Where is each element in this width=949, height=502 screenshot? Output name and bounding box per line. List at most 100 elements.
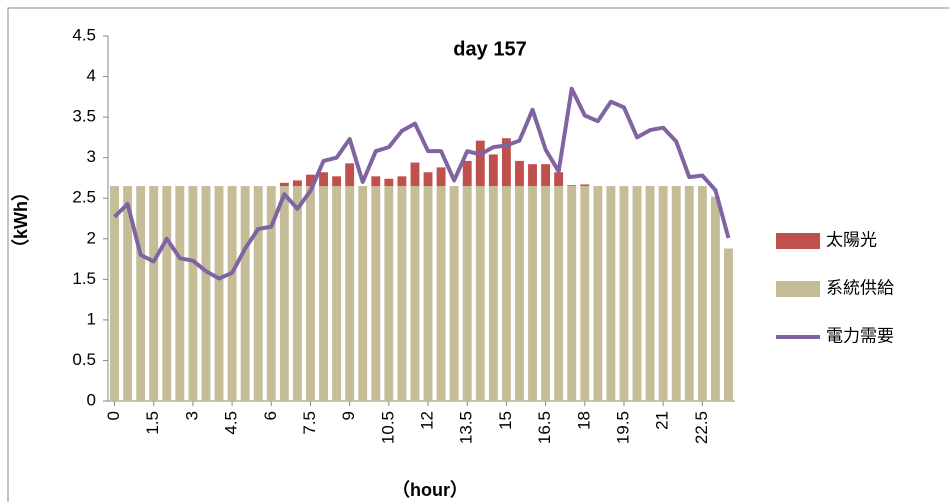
bar	[528, 186, 537, 401]
frame	[7, 7, 949, 502]
bar	[515, 160, 524, 187]
bar	[475, 186, 485, 401]
legend-swatch	[776, 233, 820, 249]
x-tick-label: 12	[418, 411, 437, 430]
bar	[606, 186, 616, 401]
bar	[658, 186, 668, 401]
bar	[188, 186, 198, 401]
bar	[332, 176, 342, 187]
bar	[371, 186, 381, 401]
x-tick-label: 1.5	[143, 411, 162, 435]
bar	[214, 186, 224, 401]
bar	[371, 176, 381, 187]
y-tick-label: 2.5	[72, 188, 96, 207]
bar	[423, 186, 433, 401]
x-tick-label: 3	[182, 411, 201, 420]
bar	[697, 186, 707, 401]
bar	[724, 248, 733, 401]
chart-title: day 157	[453, 38, 526, 60]
bar	[632, 186, 642, 401]
bar	[541, 186, 551, 401]
bar	[410, 162, 420, 187]
bar	[488, 186, 498, 401]
y-tick-label: 4.5	[72, 25, 96, 44]
x-tick-label: 21	[653, 411, 672, 430]
bar	[423, 172, 433, 187]
bar	[306, 186, 315, 401]
bar	[475, 140, 485, 187]
y-tick-label: 0	[87, 390, 96, 409]
bar	[136, 186, 146, 401]
bar	[462, 160, 472, 187]
bar	[567, 185, 577, 187]
bar	[384, 186, 394, 401]
x-tick-label: 4.5	[222, 411, 241, 435]
bar	[554, 172, 564, 187]
bar	[227, 186, 237, 401]
bar	[175, 186, 185, 401]
x-tick-label: 10.5	[378, 411, 397, 444]
y-tick-label: 4	[87, 66, 96, 85]
legend-label: 太陽光	[826, 230, 877, 249]
x-tick-label: 22.5	[692, 411, 711, 444]
bar	[384, 178, 394, 187]
bar	[397, 186, 407, 401]
bar	[645, 186, 655, 401]
bar	[279, 186, 289, 401]
y-tick-label: 1.5	[72, 269, 96, 288]
x-tick-label: 13.5	[457, 411, 476, 444]
bar	[684, 186, 694, 401]
bar	[462, 186, 472, 401]
bar	[410, 186, 420, 401]
bar	[567, 186, 577, 401]
bar	[501, 186, 511, 401]
bar	[319, 186, 328, 401]
bar	[292, 180, 302, 187]
x-tick-label: 0	[104, 411, 123, 420]
bar	[593, 186, 603, 401]
y-tick-label: 3	[87, 147, 96, 166]
bar	[501, 138, 511, 187]
x-tick-label: 19.5	[613, 411, 632, 444]
bar	[358, 186, 368, 401]
x-tick-label: 6	[261, 411, 280, 420]
x-axis-title: （hour）	[392, 480, 468, 500]
bar	[201, 186, 211, 401]
bar	[266, 186, 276, 401]
x-tick-label: 7.5	[300, 411, 319, 435]
bar	[449, 186, 459, 401]
bar	[319, 172, 328, 187]
bar	[149, 186, 159, 401]
bar	[710, 196, 720, 401]
x-tick-label: 16.5	[535, 411, 554, 444]
legend-label: 系統供給	[826, 278, 894, 297]
bar	[240, 186, 250, 401]
bar	[345, 186, 355, 401]
bar	[292, 186, 302, 401]
y-tick-label: 0.5	[72, 350, 96, 369]
bar	[279, 182, 289, 187]
bar	[110, 186, 119, 401]
bar	[123, 186, 133, 401]
bar	[488, 154, 498, 187]
bar	[528, 164, 537, 187]
x-tick-label: 18	[574, 411, 593, 430]
bar	[671, 186, 681, 401]
bar	[436, 167, 446, 187]
y-tick-label: 2	[87, 228, 96, 247]
line	[113, 86, 731, 281]
legend-swatch	[776, 281, 820, 297]
y-tick-label: 3.5	[72, 107, 96, 126]
bar	[554, 186, 564, 401]
bar	[580, 186, 590, 401]
bar	[332, 186, 342, 401]
bar	[345, 163, 355, 187]
bar	[580, 184, 590, 187]
bar	[515, 186, 524, 401]
bar	[619, 186, 629, 401]
bar	[397, 176, 407, 187]
bar	[162, 186, 172, 401]
bar	[306, 174, 315, 187]
